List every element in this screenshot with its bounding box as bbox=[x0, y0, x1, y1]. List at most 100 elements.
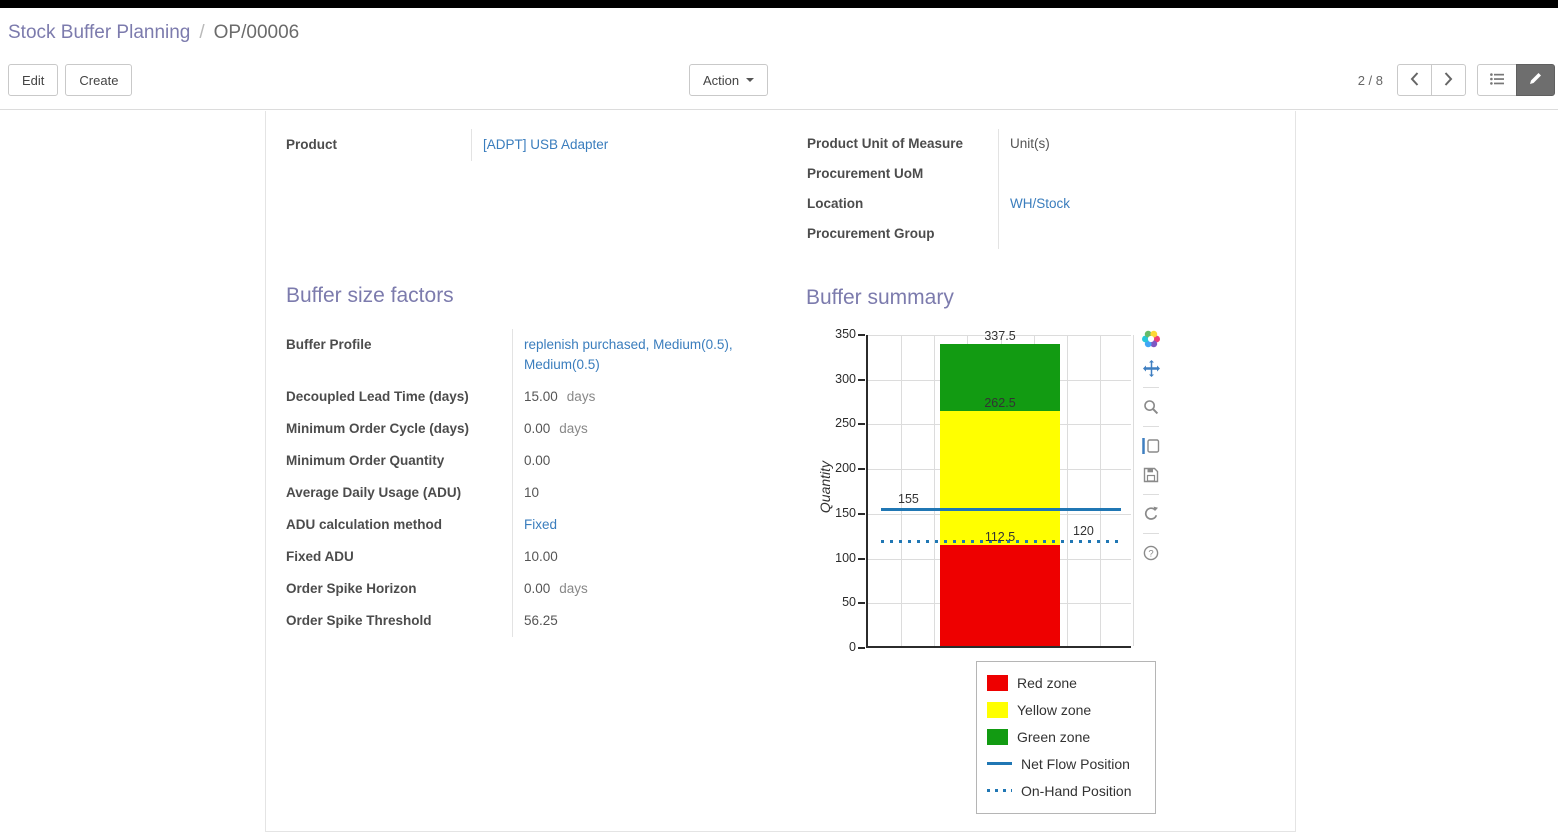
factor-row: ADU calculation method Fixed bbox=[286, 509, 791, 541]
header-fields: Product [ADPT] USB Adapter Product Unit … bbox=[286, 129, 1277, 249]
factor-value: 15.00 days bbox=[512, 381, 791, 413]
breadcrumb: Stock Buffer Planning / OP/00006 bbox=[0, 8, 1558, 48]
legend-label: On-Hand Position bbox=[1021, 782, 1132, 799]
chart-annotation: 155 bbox=[898, 492, 919, 507]
factor-row: Minimum Order Quantity 0.00 bbox=[286, 445, 791, 477]
factor-value: 0.00 days bbox=[512, 573, 791, 605]
edit-button[interactable]: Edit bbox=[8, 64, 59, 96]
y-tick-label: 200 bbox=[835, 461, 856, 476]
product-value[interactable]: [ADPT] USB Adapter bbox=[471, 129, 791, 161]
record-buttons: Edit Create bbox=[8, 64, 133, 96]
pan-icon[interactable] bbox=[1139, 358, 1163, 378]
chart-annotation: 262.5 bbox=[984, 396, 1016, 411]
unit-suffix: days bbox=[559, 421, 588, 436]
y-axis-tick bbox=[858, 468, 865, 471]
factor-row: Order Spike Threshold 56.25 bbox=[286, 605, 791, 637]
refresh-chart-icon[interactable] bbox=[1139, 504, 1163, 524]
gridline bbox=[868, 335, 1131, 336]
form-view-button[interactable] bbox=[1516, 64, 1555, 96]
factor-row: Buffer Profile replenish purchased, Mediu… bbox=[286, 329, 791, 381]
chart-toolbar: ? bbox=[1136, 329, 1166, 563]
field-label: Product Unit of Measure bbox=[807, 136, 964, 151]
legend-item: Red zone bbox=[987, 669, 1145, 696]
factor-row: Fixed ADU 10.00 bbox=[286, 541, 791, 573]
pager-area: 2 / 8 bbox=[1358, 64, 1555, 96]
legend-label: Green zone bbox=[1017, 728, 1091, 745]
chart-plot: 337.5 262.5 155 112.5 120 bbox=[866, 329, 1134, 648]
field-row: Location WH/Stock bbox=[807, 189, 1277, 219]
factor-value: Fixed bbox=[512, 509, 791, 541]
toolbar-divider bbox=[1143, 387, 1159, 388]
field-link[interactable]: WH/Stock bbox=[1010, 196, 1071, 211]
factor-row: Average Daily Usage (ADU) 10 bbox=[286, 477, 791, 509]
chart-legend: Red zone Yellow zone Green zone Net Flow Po… bbox=[976, 661, 1156, 814]
factor-value-link[interactable]: replenish purchased, Medium(0.5), Medium… bbox=[524, 337, 733, 372]
chart-logo-icon[interactable] bbox=[1139, 329, 1163, 349]
legend-label: Yellow zone bbox=[1017, 701, 1092, 718]
field-value: Unit(s) bbox=[998, 129, 1277, 159]
gridline bbox=[1066, 335, 1068, 646]
factor-label: Order Spike Horizon bbox=[286, 581, 417, 596]
unit-suffix: days bbox=[566, 389, 596, 404]
caret-down-icon bbox=[746, 78, 755, 82]
y-axis-tick bbox=[858, 647, 865, 649]
factor-value-link[interactable]: Fixed bbox=[524, 517, 558, 532]
zoom-icon[interactable] bbox=[1139, 397, 1163, 417]
factor-number: 0.00 bbox=[524, 453, 551, 468]
factor-row: Decoupled Lead Time (days) 15.00 days bbox=[286, 381, 791, 413]
pager-next-button[interactable] bbox=[1431, 64, 1466, 96]
legend-item: On-Hand Position bbox=[987, 777, 1145, 804]
y-axis-tick bbox=[858, 512, 865, 515]
zoom-box-icon[interactable] bbox=[1139, 436, 1163, 456]
factor-value: replenish purchased, Medium(0.5), Medium… bbox=[512, 329, 791, 381]
factor-number: 10 bbox=[524, 485, 540, 500]
field-value bbox=[998, 219, 1277, 249]
y-axis-tick bbox=[858, 602, 865, 605]
field-row: Product Unit of Measure Unit(s) bbox=[807, 129, 1277, 159]
unit-suffix: days bbox=[559, 581, 588, 596]
gridline bbox=[1099, 335, 1101, 646]
factor-label: Fixed ADU bbox=[286, 549, 354, 564]
chevron-right-icon bbox=[1444, 71, 1453, 89]
pager-previous-button[interactable] bbox=[1397, 64, 1432, 96]
factor-row: Minimum Order Cycle (days) 0.00 days bbox=[286, 413, 791, 445]
factor-label: Decoupled Lead Time (days) bbox=[286, 389, 469, 404]
y-tick-label: 150 bbox=[835, 505, 856, 520]
red-zone-swatch bbox=[987, 674, 1008, 691]
list-view-button[interactable] bbox=[1477, 64, 1517, 96]
field-value bbox=[998, 159, 1277, 189]
product-link[interactable]: [ADPT] USB Adapter bbox=[483, 137, 609, 152]
svg-text:?: ? bbox=[1148, 548, 1153, 559]
factor-number: 0.00 bbox=[524, 421, 551, 436]
buffer-size-factors-section: Buffer size factors Buffer Profile replen… bbox=[286, 283, 791, 637]
help-icon[interactable]: ? bbox=[1139, 543, 1163, 563]
chart-annotation: 112.5 bbox=[984, 530, 1016, 545]
breadcrumb-current: OP/00006 bbox=[213, 22, 300, 43]
y-tick-label: 50 bbox=[842, 595, 856, 610]
create-button[interactable]: Create bbox=[65, 64, 133, 96]
factor-label: Buffer Profile bbox=[286, 337, 372, 352]
factor-label: ADU calculation method bbox=[286, 517, 443, 532]
green-zone-swatch bbox=[987, 728, 1008, 745]
factor-number: 56.25 bbox=[524, 613, 558, 628]
header-fields-left: Product [ADPT] USB Adapter bbox=[286, 129, 791, 249]
form-view-icon bbox=[1529, 72, 1542, 88]
y-tick-label: 350 bbox=[835, 327, 856, 341]
factor-number: 15.00 bbox=[524, 389, 558, 404]
buffer-size-factors-title: Buffer size factors bbox=[286, 284, 454, 307]
red-zone-bar bbox=[940, 545, 1060, 646]
legend-item: Yellow zone bbox=[987, 696, 1145, 723]
y-axis-tick bbox=[858, 378, 865, 381]
breadcrumb-parent[interactable]: Stock Buffer Planning bbox=[8, 22, 191, 43]
field-value: WH/Stock bbox=[998, 189, 1277, 219]
factor-label: Order Spike Threshold bbox=[286, 613, 432, 628]
control-panel: Stock Buffer Planning / OP/00006 Edit Crea… bbox=[0, 8, 1558, 110]
field-row: Procurement Group bbox=[807, 219, 1277, 249]
pager-counter: 2 / 8 bbox=[1357, 72, 1383, 88]
save-chart-icon[interactable] bbox=[1139, 465, 1163, 485]
pager-buttons bbox=[1397, 64, 1466, 96]
action-dropdown[interactable]: Action bbox=[689, 64, 769, 96]
field-text: Unit(s) bbox=[1010, 136, 1050, 151]
field-row: Procurement UoM bbox=[807, 159, 1277, 189]
factor-label: Minimum Order Quantity bbox=[286, 453, 445, 468]
